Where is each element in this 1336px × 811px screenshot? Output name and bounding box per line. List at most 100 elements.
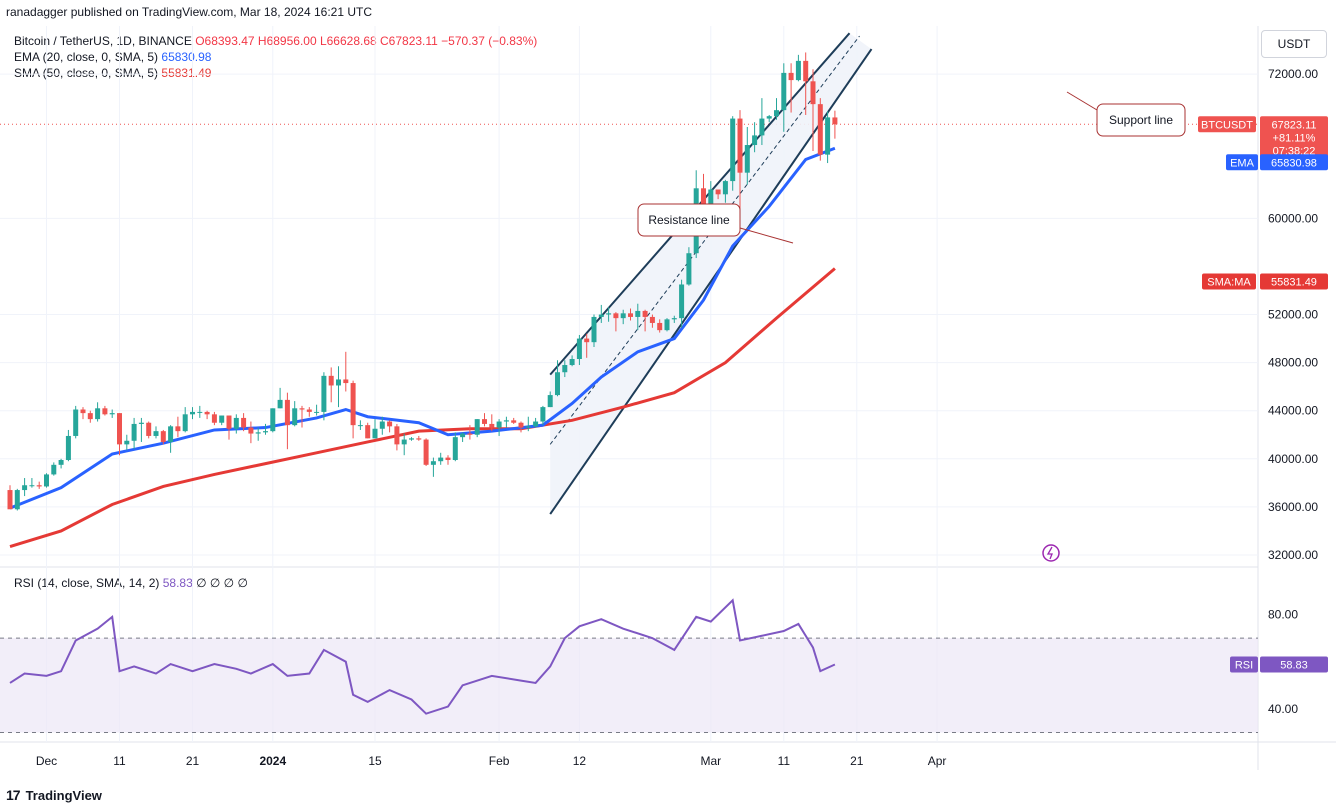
candle-body	[190, 411, 195, 415]
rsi-label-badge	[1230, 656, 1258, 673]
alert-flash-bolt	[1046, 546, 1053, 560]
candle-body	[284, 399, 290, 426]
candle-body	[730, 118, 736, 182]
candle-body	[350, 383, 356, 426]
rsi-legend[interactable]: RSI (14, close, SMA, 14, 2) 58.83 ∅ ∅ ∅ …	[14, 576, 248, 590]
btc-label-badge	[1198, 116, 1256, 133]
btc-price-badge-text: 07:38:22	[1273, 145, 1316, 157]
rsi-legend-label: RSI (14, close, SMA, 14, 2)	[14, 576, 160, 590]
candle-body	[292, 408, 298, 426]
price-tick-label: 60000.00	[1268, 211, 1318, 225]
candle-body	[204, 411, 210, 415]
candle-body	[708, 189, 714, 206]
candle-body	[489, 423, 495, 428]
candle-body	[146, 422, 152, 436]
btc-price-badge	[1260, 116, 1328, 159]
legend-symbol-row: Bitcoin / TetherUS, 1D, BINANCE O68393.4…	[14, 33, 537, 49]
candle-body	[65, 435, 71, 461]
candle-body	[817, 104, 823, 155]
candle-body	[518, 422, 524, 428]
candle-body	[445, 457, 451, 461]
resistance-line	[549, 32, 851, 376]
tradingview-logo-icon: 17	[6, 787, 21, 803]
candle-body	[825, 117, 831, 155]
candles	[7, 52, 838, 511]
candle-body	[584, 338, 590, 343]
candle-body	[153, 431, 159, 436]
candle-body	[248, 427, 254, 434]
candle-body	[401, 439, 407, 445]
channel	[549, 32, 873, 515]
candle-body	[306, 409, 312, 412]
candle-body	[22, 485, 28, 491]
candle-body	[620, 313, 626, 319]
ema-price-badge-text: 65830.98	[1271, 157, 1317, 169]
candle-body	[715, 189, 721, 195]
candle-body	[131, 423, 137, 441]
candle-body	[613, 313, 619, 319]
sma-price-badge	[1260, 273, 1328, 290]
candle-body	[58, 460, 64, 465]
candle-body	[277, 399, 283, 409]
time-tick-label: 12	[573, 754, 587, 768]
footer-brand-text: TradingView	[25, 787, 102, 803]
candle-body	[525, 426, 531, 428]
candle-body	[452, 437, 458, 461]
candle-body	[737, 118, 743, 173]
candle-body	[467, 433, 473, 435]
candle-body	[241, 417, 247, 428]
candle-body	[87, 413, 93, 420]
candle-body	[649, 316, 655, 323]
candle-body	[474, 419, 480, 435]
ema-line-group	[9, 146, 836, 510]
price-tick-label: 32000.00	[1268, 548, 1318, 562]
sma-label: SMA (50, close, 0, SMA, 5)	[14, 66, 159, 80]
candle-body	[511, 420, 517, 423]
time-tick-label: 21	[850, 754, 864, 768]
candle-body	[744, 145, 750, 173]
candle-body	[430, 461, 436, 465]
symbol-name[interactable]: Bitcoin / TetherUS, 1D, BINANCE	[14, 34, 192, 48]
candle-body	[270, 408, 276, 432]
candle-body	[255, 432, 261, 434]
candle-body	[795, 60, 801, 81]
candle-body	[160, 431, 166, 442]
candle-body	[197, 411, 203, 413]
candle-body	[175, 426, 181, 432]
resistance-callout	[637, 203, 741, 237]
sma-price-badge-text: 55831.49	[1271, 276, 1317, 288]
candle-body	[759, 118, 765, 136]
price-tick-label: 52000.00	[1268, 308, 1318, 322]
candle-body	[124, 440, 130, 445]
price-tick-label: 36000.00	[1268, 500, 1318, 514]
currency-button[interactable]: USDT	[1261, 30, 1327, 58]
sma50-line	[9, 267, 836, 548]
support-line	[549, 48, 873, 515]
rsi-pane	[0, 598, 1258, 734]
ohlc-values: O68393.47 H68956.00 L66628.68 C67823.11 …	[195, 34, 538, 48]
candle-body	[109, 413, 115, 415]
btc-price-badge-text: +81.11%	[1273, 132, 1316, 144]
candle-body	[547, 395, 553, 408]
candle-body	[701, 188, 706, 206]
candle-body	[372, 428, 378, 439]
candle-body	[810, 81, 816, 105]
btc-label-text: BTCUSDT	[1201, 119, 1253, 131]
candle-body	[44, 474, 49, 487]
candle-body	[29, 485, 35, 487]
resistance-callout-pointer	[739, 227, 794, 244]
support-callout-pointer	[1066, 91, 1098, 111]
legend-ema-row[interactable]: EMA (20, close, 0, SMA, 5) 65830.98	[14, 49, 537, 65]
footer-brand[interactable]: 17 TradingView	[6, 787, 102, 803]
candle-body	[576, 338, 582, 360]
time-tick-label: Mar	[700, 754, 721, 768]
candle-body	[80, 409, 86, 414]
candle-body	[679, 284, 685, 319]
candle-body	[533, 421, 539, 427]
ema-label-text: EMA	[1230, 157, 1255, 169]
candle-body	[540, 407, 546, 422]
legend-sma-row[interactable]: SMA (50, close, 0, SMA, 5) 55831.49	[14, 65, 537, 81]
candle-body	[438, 457, 444, 462]
candle-body	[503, 420, 509, 422]
candle-body	[496, 421, 502, 428]
